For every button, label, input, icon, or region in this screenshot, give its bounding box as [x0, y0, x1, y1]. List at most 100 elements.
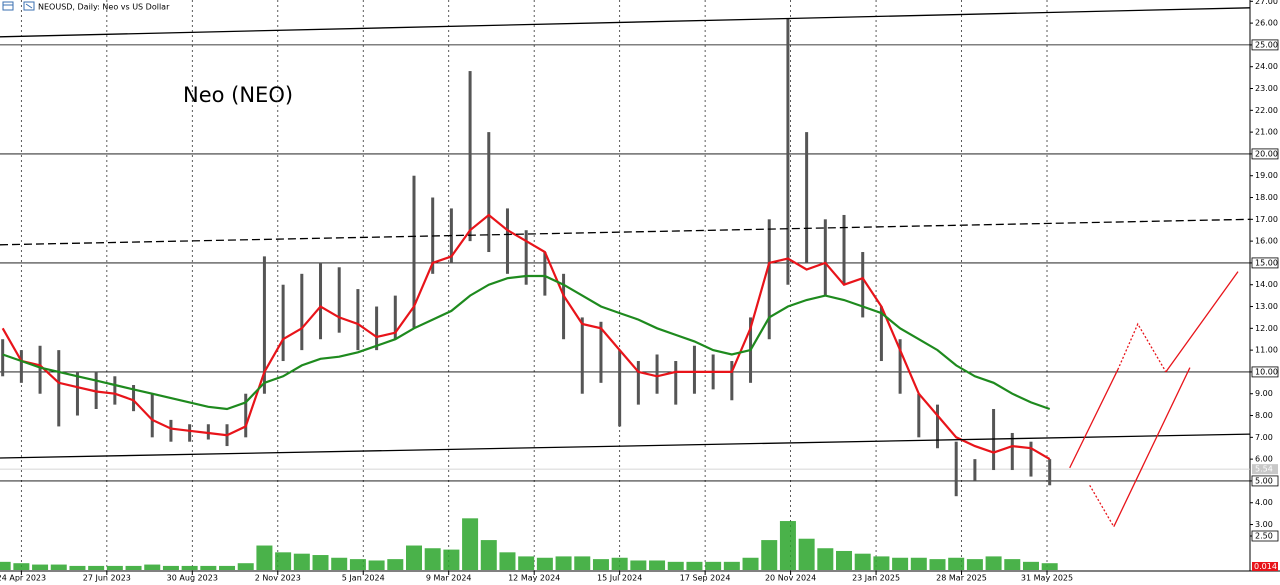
volume-bar	[275, 552, 292, 570]
volume-bar	[985, 556, 1002, 570]
price-bar	[412, 175, 416, 329]
price-bar	[132, 385, 136, 412]
price-bar	[954, 441, 958, 497]
grid	[20, 0, 1048, 571]
trend-line	[1069, 369, 1119, 469]
price-bar	[244, 393, 248, 438]
price-bar	[393, 295, 397, 340]
y-tick-label: 23.00	[1255, 84, 1278, 93]
volume-bar	[88, 565, 105, 570]
y-tick-label: 25.00	[1255, 40, 1278, 49]
trend-line	[0, 218, 1251, 246]
price-bar	[1029, 441, 1033, 477]
y-tick-label: 2.50	[1255, 532, 1273, 541]
y-tick-label: 10.00	[1255, 367, 1278, 376]
y-tick-label: 11.00	[1255, 346, 1278, 355]
price-bars	[1, 18, 1052, 497]
volume-bar	[686, 561, 703, 570]
volume-bar	[443, 549, 460, 570]
trend-line	[1113, 367, 1191, 527]
volume-bar	[405, 545, 422, 570]
header-icon	[2, 1, 35, 11]
level-label-box	[1251, 148, 1279, 160]
price-bar	[767, 219, 771, 340]
volume-bar	[349, 559, 366, 570]
volume-bar	[1004, 559, 1021, 570]
volume-bar	[256, 545, 273, 570]
volume-bar	[779, 521, 796, 570]
volume-bar	[162, 565, 179, 570]
price-bar	[337, 267, 341, 333]
y-tick-label: 3.00	[1255, 520, 1273, 529]
y-tick-label: 27.00	[1255, 0, 1278, 6]
price-bar	[599, 321, 603, 383]
price-bar	[562, 273, 566, 340]
y-tick-label: 8.00	[1255, 411, 1273, 420]
price-bar	[898, 339, 902, 394]
volume-bar	[798, 538, 815, 570]
volume-bar	[50, 564, 67, 570]
price-bar	[823, 219, 827, 296]
price-bar	[655, 354, 659, 394]
volume-bar	[817, 548, 834, 570]
volume-bar	[705, 561, 722, 570]
volume-bar	[873, 556, 890, 570]
y-tick-label: 22.00	[1255, 106, 1278, 115]
y-tick-label: 13.00	[1255, 302, 1278, 311]
y-tick-label: 15.00	[1255, 258, 1278, 267]
y-tick-label: 19.00	[1255, 171, 1278, 180]
volume-bar	[69, 565, 86, 570]
volume-bar	[630, 560, 647, 570]
price-bar	[281, 284, 285, 362]
price-bar	[356, 289, 360, 351]
price-bar	[618, 350, 622, 427]
y-tick-label: 6.00	[1255, 455, 1273, 464]
y-tick-label: 21.00	[1255, 128, 1278, 137]
volume-bar	[518, 556, 535, 570]
x-tick-label: 20 Nov 2024	[765, 574, 816, 583]
volume-bar	[181, 565, 198, 570]
volume-bar	[13, 563, 30, 570]
level-label-box	[1251, 366, 1279, 378]
price-bar	[19, 350, 23, 383]
price-bar	[262, 256, 266, 394]
price-bar	[150, 393, 154, 438]
y-tick-label: 12.00	[1255, 324, 1278, 333]
moving-average-line	[2, 274, 1051, 411]
current-volume-box	[1252, 562, 1278, 571]
volume-bar	[368, 560, 385, 570]
y-tick-label: 14.00	[1255, 280, 1278, 289]
volume-bar	[854, 553, 871, 570]
price-bar	[917, 393, 921, 438]
volume-bar	[293, 553, 310, 570]
volume-bar	[0, 561, 11, 570]
x-tick-label: 17 Sep 2024	[680, 574, 731, 583]
volume-bars	[0, 518, 1058, 570]
price-bar	[1048, 459, 1052, 486]
y-tick-label: 24.00	[1255, 62, 1278, 71]
volume-bar	[723, 561, 740, 570]
volume-bar	[836, 550, 853, 570]
volume-bar	[742, 557, 759, 570]
y-tick-label: 5.00	[1255, 476, 1273, 485]
x-tick-label: 9 Mar 2024	[426, 574, 472, 583]
price-bar	[861, 252, 865, 318]
volume-bar	[462, 518, 479, 570]
price-bar	[580, 317, 584, 394]
price-bar	[543, 252, 547, 296]
price-bar	[75, 371, 79, 416]
x-tick-label: 23 Jan 2025	[852, 574, 900, 583]
x-tick-label: 2 Nov 2023	[255, 574, 301, 583]
volume-bar	[555, 556, 572, 570]
price-bar	[468, 71, 472, 242]
volume-bar	[424, 548, 441, 570]
volume-bar	[966, 559, 983, 570]
level-label-box	[1251, 530, 1279, 542]
volume-bar	[536, 557, 553, 570]
price-bar	[805, 132, 809, 263]
level-label-box	[1251, 475, 1279, 487]
price-bar	[973, 459, 977, 481]
volume-bar	[387, 559, 404, 570]
